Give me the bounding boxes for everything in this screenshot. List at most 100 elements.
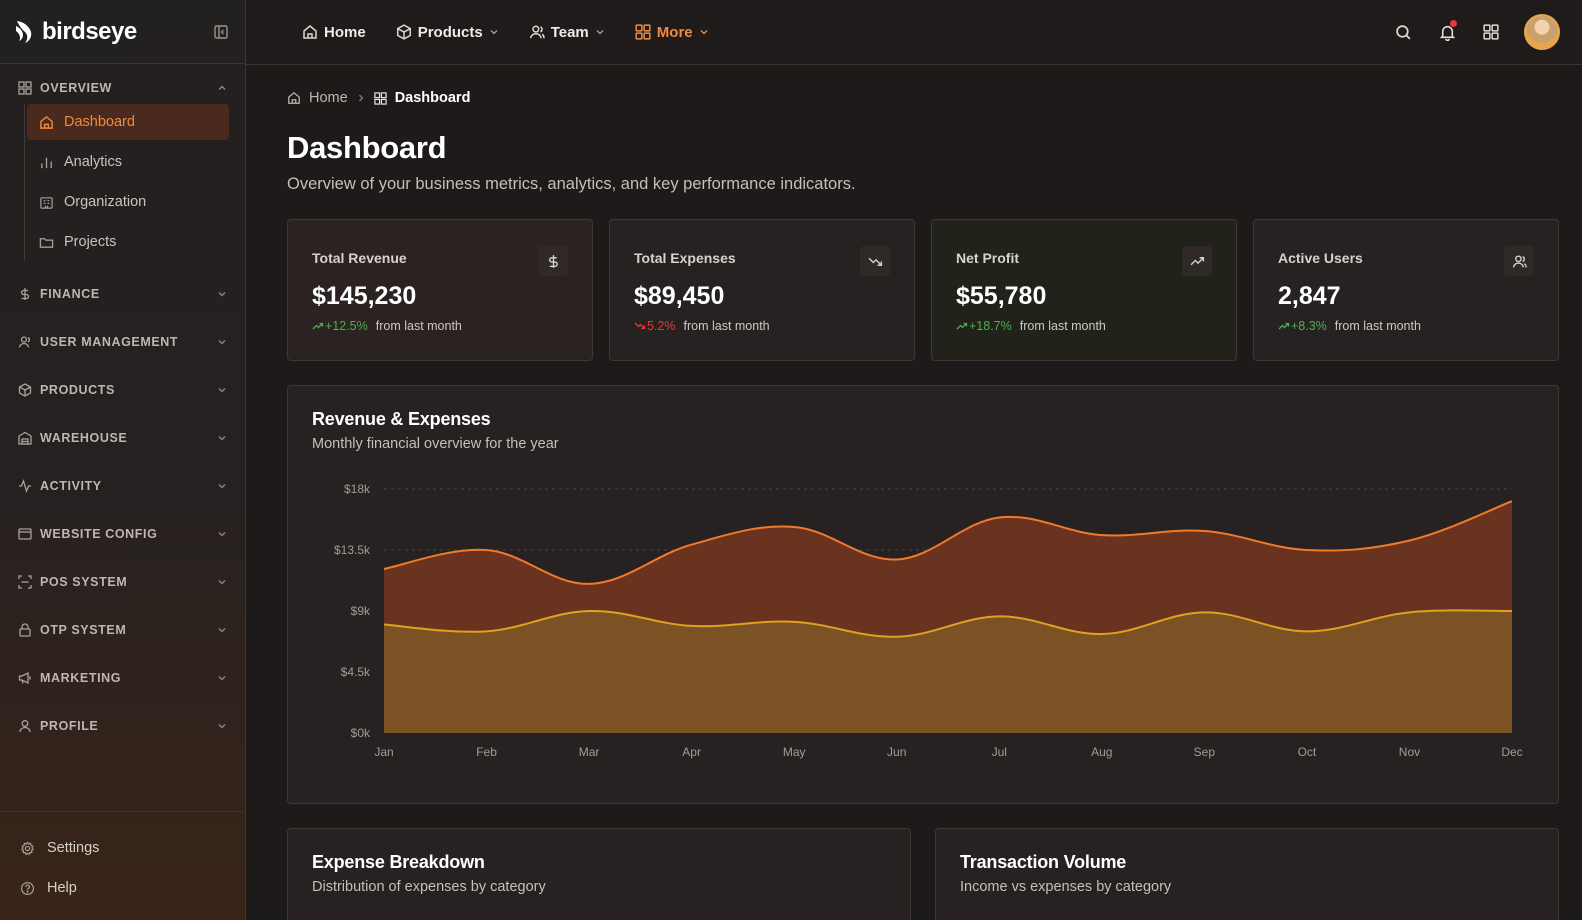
section-profile[interactable]: PROFILE <box>0 702 245 750</box>
topnav-products[interactable]: Products <box>384 16 511 48</box>
topnav-more-label: More <box>656 23 693 41</box>
trending-down-icon <box>860 246 890 276</box>
section-otp-system[interactable]: OTP SYSTEM <box>0 606 245 654</box>
chevron-right-icon <box>356 93 366 103</box>
sidebar-item-label: Projects <box>64 234 117 250</box>
help-label: Help <box>47 880 77 896</box>
stat-value: $55,780 <box>956 282 1047 310</box>
page-title: Dashboard <box>287 130 447 165</box>
section-website-config[interactable]: WEBSITE CONFIG <box>0 510 245 558</box>
x-tick-label: Jun <box>887 745 906 759</box>
series-1-area <box>384 610 1512 733</box>
help-icon <box>20 881 35 896</box>
section-overview[interactable]: OVERVIEW <box>0 76 245 100</box>
bell-icon[interactable] <box>1436 20 1458 43</box>
y-tick-label: $0k <box>351 726 371 740</box>
x-tick-label: Nov <box>1399 745 1420 759</box>
dollar-icon <box>538 246 568 276</box>
y-tick-label: $4.5k <box>341 665 371 679</box>
topnav-more[interactable]: More <box>623 16 721 48</box>
user-icon <box>18 335 34 349</box>
trending-up-icon <box>1182 246 1212 276</box>
sidebar-item-analytics[interactable]: Analytics <box>27 144 229 180</box>
section-marketing[interactable]: MARKETING <box>0 654 245 702</box>
expense-breakdown-subtitle: Distribution of expenses by category <box>312 879 546 895</box>
collapse-sidebar-icon[interactable] <box>211 22 231 42</box>
y-tick-label: $13.5k <box>334 543 371 557</box>
stats-row: Total Revenue $145,230 +12.5% from last … <box>287 219 1559 361</box>
scan-icon <box>18 575 34 589</box>
chevron-down-icon <box>217 385 227 395</box>
transaction-volume-title: Transaction Volume <box>960 852 1127 872</box>
topnav-home-label: Home <box>324 23 366 41</box>
settings-link[interactable]: Settings <box>0 828 245 868</box>
trending-up-icon <box>312 322 324 330</box>
section-warehouse[interactable]: WAREHOUSE <box>0 414 245 462</box>
y-tick-label: $9k <box>351 604 371 618</box>
chevron-down-icon <box>489 27 499 37</box>
folder-icon <box>39 235 54 250</box>
topnav-team[interactable]: Team <box>517 16 617 48</box>
top-nav: Home Products Team More <box>290 16 721 48</box>
stat-card-active-users: Active Users 2,847 +8.3% from last month <box>1253 219 1559 361</box>
section-label: FINANCE <box>40 287 100 301</box>
transaction-volume-subtitle: Income vs expenses by category <box>960 879 1172 895</box>
top-actions <box>1392 14 1560 50</box>
x-tick-label: Apr <box>682 745 701 759</box>
stat-suffix: from last month <box>683 319 770 333</box>
stat-value: 2,847 <box>1278 282 1341 310</box>
section-user-management[interactable]: USER MANAGEMENT <box>0 318 245 366</box>
building-icon <box>39 195 54 210</box>
stat-delta: 5.2% from last month <box>634 319 890 333</box>
topnav-team-label: Team <box>550 23 589 41</box>
chevron-down-icon <box>217 481 227 491</box>
section-products[interactable]: PRODUCTS <box>0 366 245 414</box>
section-label: USER MANAGEMENT <box>40 335 179 349</box>
notification-dot <box>1450 20 1457 27</box>
chart-title: Revenue & Expenses <box>312 409 491 429</box>
home-icon <box>39 115 54 130</box>
x-tick-label: May <box>783 745 806 759</box>
section-label: POS SYSTEM <box>40 575 128 589</box>
sidebar-item-dashboard[interactable]: Dashboard <box>27 104 229 140</box>
revenue-expenses-chart[interactable]: $0k $4.5k $9k $13.5k $18k Jan Feb Mar Apr May Jun J… <box>288 386 1558 803</box>
x-tick-label: Mar <box>579 745 600 759</box>
activity-icon <box>18 479 34 493</box>
chevron-down-icon <box>217 289 227 299</box>
brand-logo[interactable]: birdseye <box>14 18 137 46</box>
topnav-home[interactable]: Home <box>290 16 378 48</box>
bar-chart-icon <box>39 155 54 170</box>
help-link[interactable]: Help <box>0 868 245 908</box>
trending-down-icon <box>634 322 646 330</box>
stat-label: Total Expenses <box>634 250 736 266</box>
x-tick-label: Dec <box>1501 745 1522 759</box>
stat-change-value: +8.3% <box>1291 319 1327 333</box>
stat-change: +8.3% <box>1278 319 1327 333</box>
overview-submenu: Dashboard Analytics Organization Project… <box>24 104 245 260</box>
chevron-down-icon <box>699 27 709 37</box>
stat-label: Net Profit <box>956 250 1019 266</box>
section-label: WAREHOUSE <box>40 431 128 445</box>
main-content: Home Dashboard Dashboard Overview of you… <box>287 65 1559 920</box>
chevron-down-icon <box>217 625 227 635</box>
users-icon <box>1504 246 1534 276</box>
apps-grid-icon[interactable] <box>1480 21 1502 43</box>
chevron-down-icon <box>217 529 227 539</box>
avatar[interactable] <box>1524 14 1560 50</box>
sidebar-item-organization[interactable]: Organization <box>27 184 229 220</box>
y-tick-label: $18k <box>344 482 371 496</box>
sidebar-item-label: Dashboard <box>64 114 135 130</box>
x-tick-label: Feb <box>476 745 497 759</box>
birdseye-logo-icon <box>16 20 32 43</box>
section-pos-system[interactable]: POS SYSTEM <box>0 558 245 606</box>
breadcrumb-home[interactable]: Home <box>309 90 348 106</box>
trending-up-icon <box>1278 322 1290 330</box>
section-activity[interactable]: ACTIVITY <box>0 462 245 510</box>
stat-delta: +12.5% from last month <box>312 319 568 333</box>
section-finance[interactable]: FINANCE <box>0 270 245 318</box>
section-overview-label: OVERVIEW <box>40 81 112 95</box>
sidebar-item-projects[interactable]: Projects <box>27 224 229 260</box>
search-icon[interactable] <box>1392 21 1414 43</box>
stat-label: Total Revenue <box>312 250 407 266</box>
browser-icon <box>18 527 34 541</box>
